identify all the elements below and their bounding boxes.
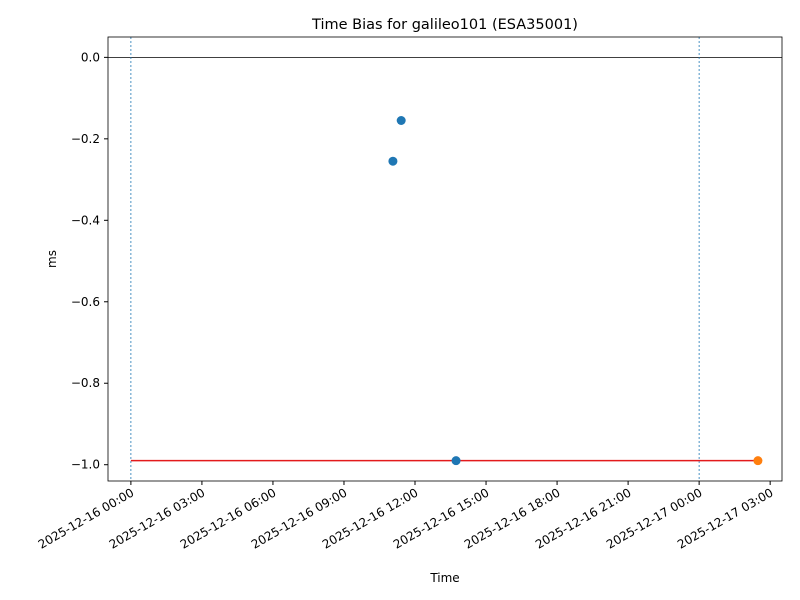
y-tick-label: −0.6 xyxy=(71,295,100,309)
y-axis-label: ms xyxy=(45,250,59,268)
y-tick-label: −0.4 xyxy=(71,213,100,227)
chart-title: Time Bias for galileo101 (ESA35001) xyxy=(311,17,578,33)
plot-frame xyxy=(107,36,783,482)
x-axis-label: Time xyxy=(429,571,459,585)
point xyxy=(451,456,461,466)
point xyxy=(388,156,398,166)
point xyxy=(396,116,406,126)
y-tick-label: −1.0 xyxy=(71,458,100,472)
y-tick-label: −0.2 xyxy=(71,132,100,146)
y-tick-label: −0.8 xyxy=(71,376,100,390)
y-tick-label: 0.0 xyxy=(81,50,100,64)
point xyxy=(753,456,763,466)
